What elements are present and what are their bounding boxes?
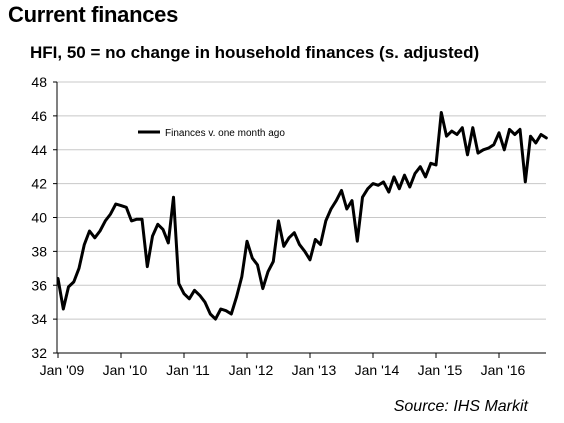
x-tick-label: Jan '14	[355, 362, 400, 378]
x-tick-label: Jan '13	[292, 362, 337, 378]
x-tick-label: Jan '10	[103, 362, 148, 378]
gridlines	[57, 81, 546, 320]
y-tick-label: 40	[31, 210, 47, 226]
y-tick-label: 32	[31, 345, 47, 361]
chart-title: Current finances	[8, 2, 179, 27]
y-tick-label: 36	[31, 277, 47, 293]
source-note: Source: IHS Markit	[393, 398, 528, 415]
series-line-finances	[56, 111, 548, 321]
y-tick-label: 42	[31, 176, 47, 192]
chart-subtitle: HFI, 50 = no change in household finance…	[30, 43, 480, 62]
x-tick-label: Jan '09	[40, 362, 85, 378]
axes: 32 34 36 38 40 42 44 46 48 Jan '09 Jan '10 Jan '11 J…	[31, 74, 546, 378]
y-tick-label: 44	[31, 142, 47, 158]
y-tick-label: 48	[31, 74, 47, 90]
x-tick-label: Jan '12	[229, 362, 274, 378]
y-tick-label: 34	[31, 311, 47, 327]
x-tick-label: Jan '11	[166, 362, 210, 378]
y-tick-label: 46	[31, 108, 47, 124]
y-tick-label: 38	[31, 243, 47, 259]
legend-label: Finances v. one month ago	[165, 128, 285, 139]
x-tick-label: Jan '15	[418, 362, 463, 378]
legend: Finances v. one month ago	[138, 128, 285, 139]
x-tick-label: Jan '16	[481, 362, 526, 378]
series-layer	[56, 111, 548, 321]
